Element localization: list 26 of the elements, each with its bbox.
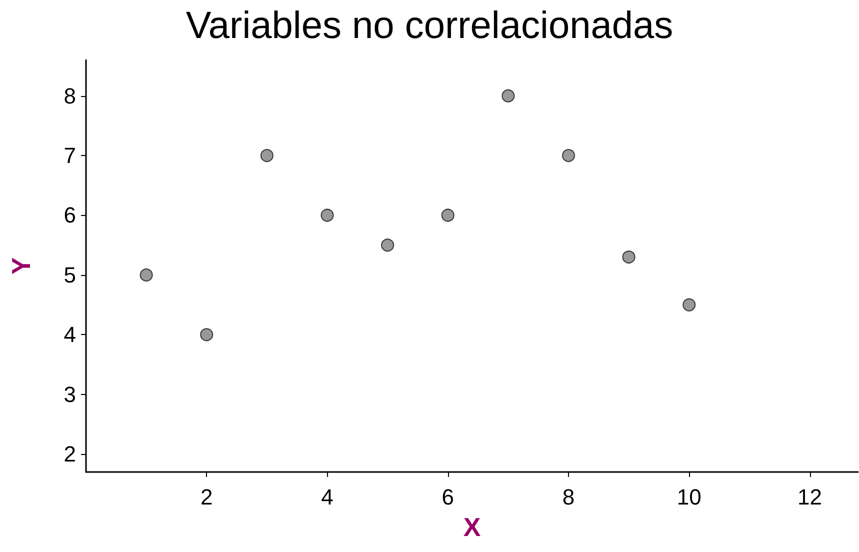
chart-title: Variables no correlacionadas <box>186 5 674 47</box>
y-tick-label: 3 <box>64 382 76 407</box>
x-tick-label: 6 <box>442 484 454 510</box>
y-tick-label: 4 <box>64 322 76 348</box>
point <box>562 149 575 162</box>
point <box>200 328 214 342</box>
x-tick-label: 10 <box>676 484 702 510</box>
y-tick-label: 5 <box>64 262 76 288</box>
y-tick-label: 8 <box>64 83 76 108</box>
x-tick-label: 12 <box>798 484 822 510</box>
y-axis-title: Y <box>6 257 36 275</box>
point <box>260 149 274 162</box>
point <box>682 298 696 312</box>
point <box>502 89 515 102</box>
point <box>381 238 394 252</box>
y-tick-label: 7 <box>64 143 76 168</box>
y-tick-label: 6 <box>64 202 76 228</box>
point <box>140 268 153 282</box>
x-axis-title: X <box>463 512 482 542</box>
x-tick-label: 8 <box>562 484 575 510</box>
point <box>622 250 636 264</box>
x-tick-label: 4 <box>321 484 334 510</box>
x-tick-label: 2 <box>200 484 213 510</box>
point <box>320 208 334 222</box>
point <box>441 208 454 222</box>
y-tick-label: 2 <box>64 442 76 467</box>
